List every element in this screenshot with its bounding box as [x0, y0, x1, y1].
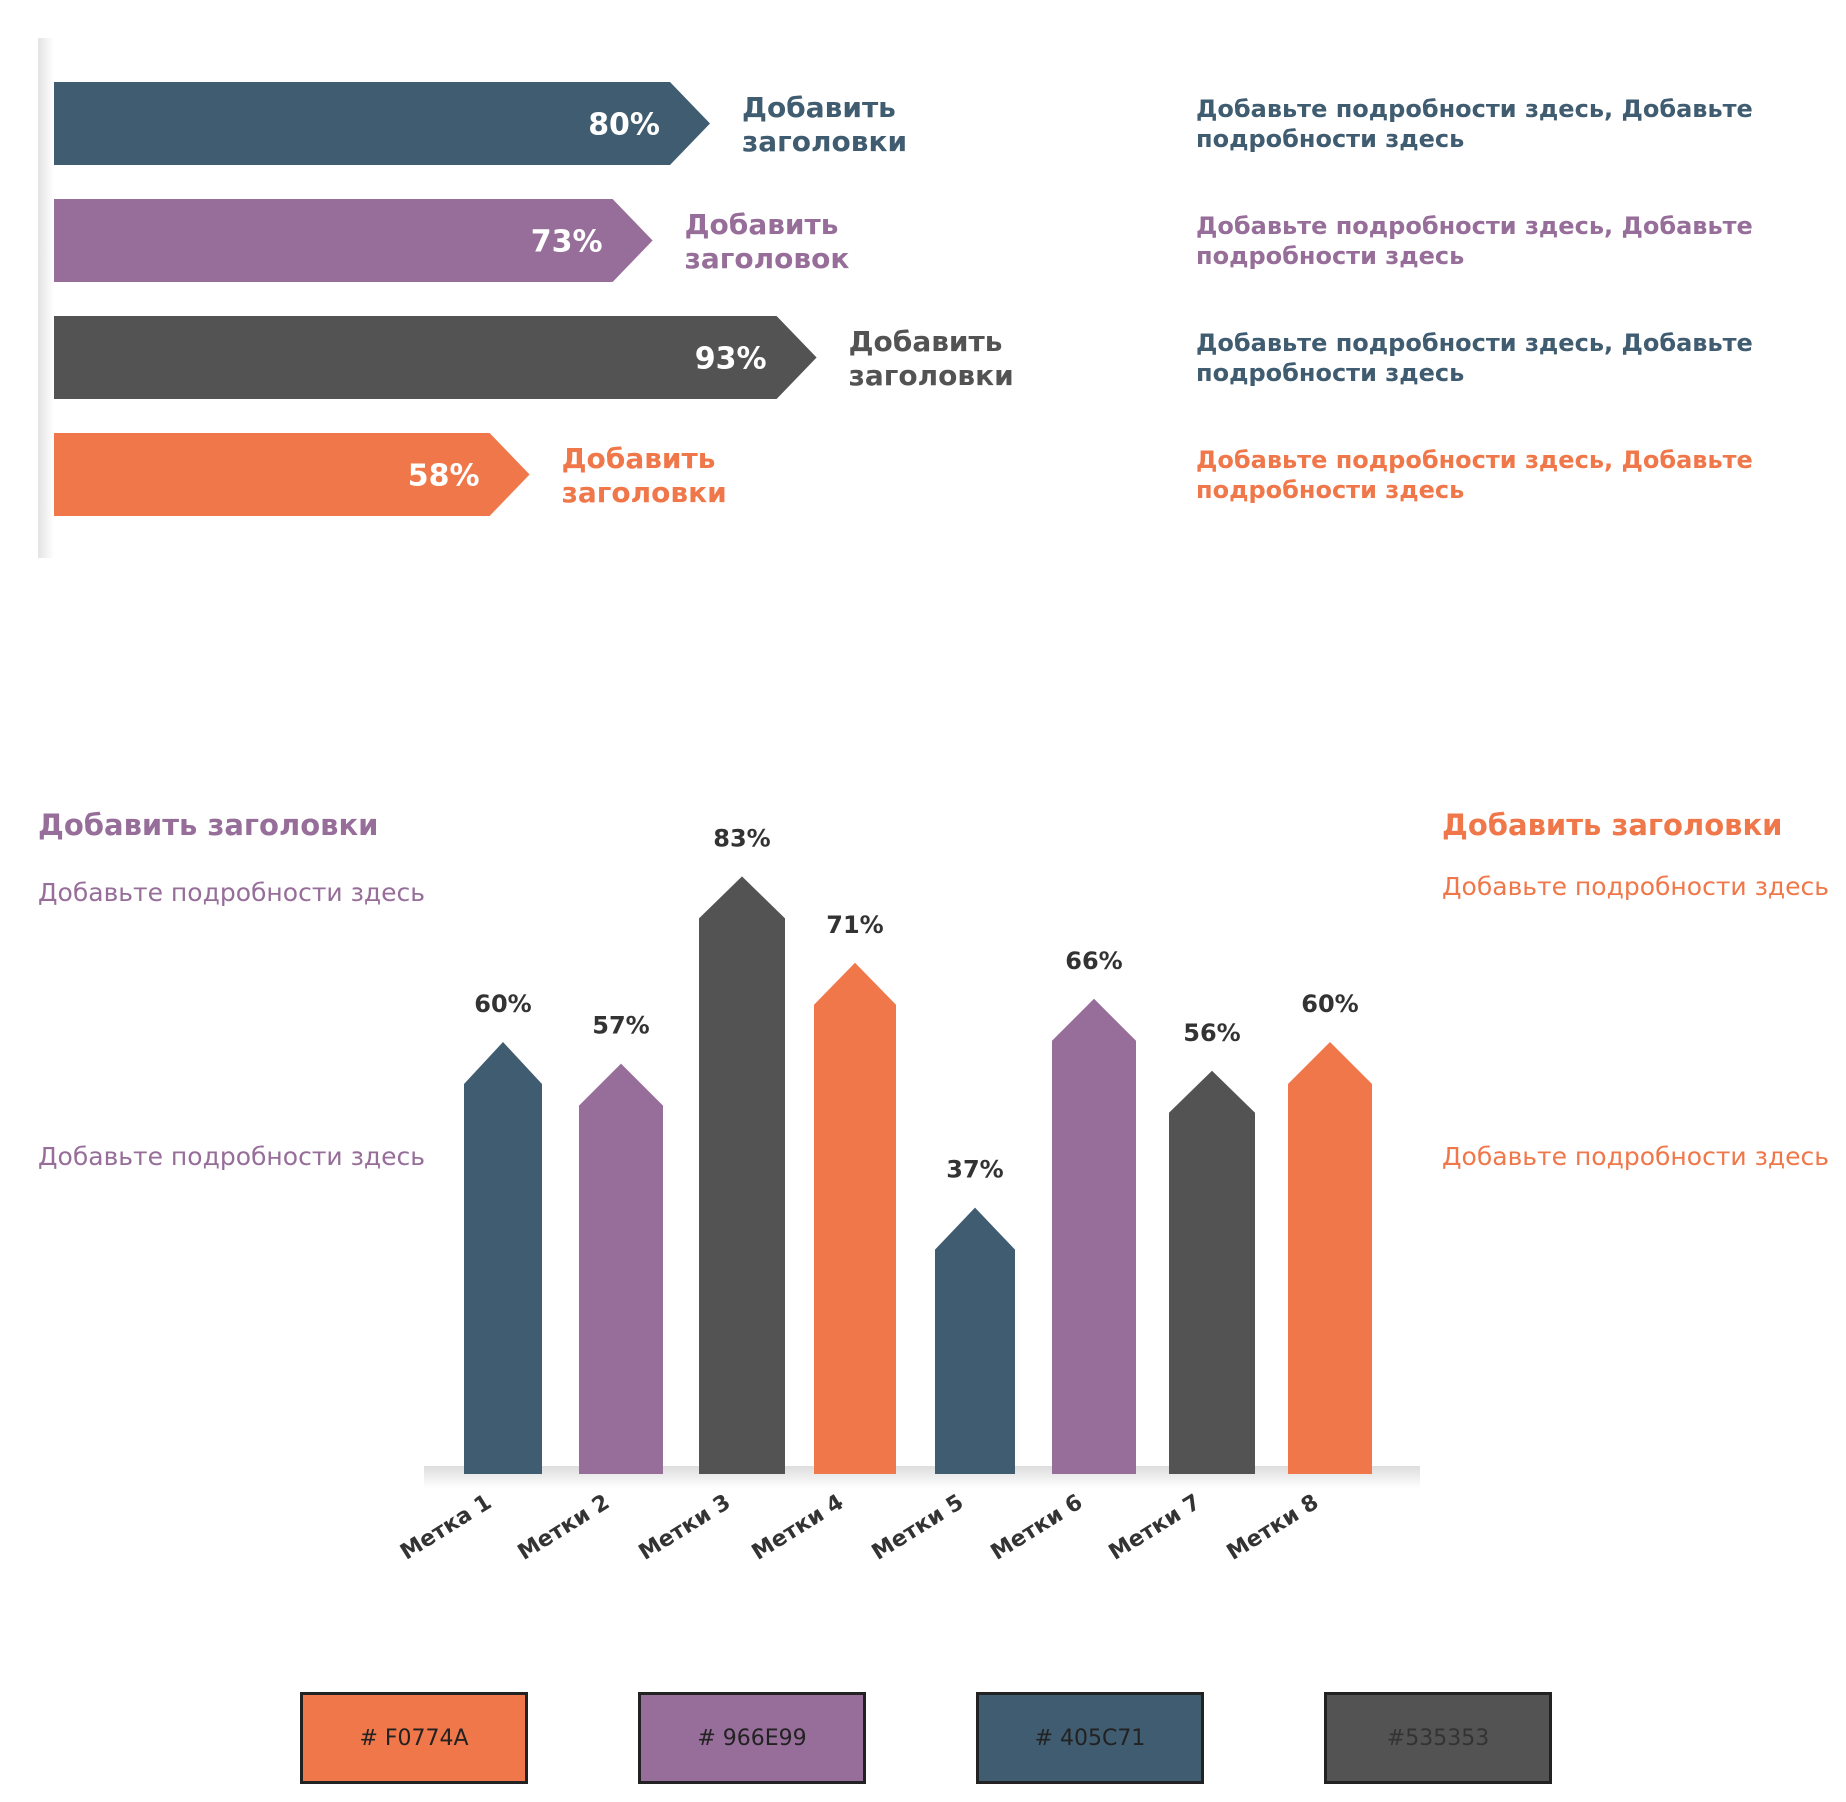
h-bar: [54, 433, 530, 516]
right-panel-title: Добавить заголовки: [1442, 808, 1783, 842]
h-bar: [54, 199, 653, 282]
color-swatch-slate: # 405C71: [976, 1692, 1204, 1784]
color-swatch-purple: # 966E99: [638, 1692, 866, 1784]
right-panel-detail-1: Добавьте подробности здесь: [1442, 872, 1830, 901]
h-bar-detail: Добавьте подробности здесь, Добавьте: [1196, 212, 1753, 240]
left-panel-detail-2: Добавьте подробности здесь: [38, 1142, 426, 1171]
vertical-arrow-chart: 60% Метка 1 57% Метки 2 83% Метки 3 71% Метки 4…: [396, 824, 1420, 1566]
v-bar-value-label: 66%: [1065, 947, 1122, 975]
h-bar-detail: подробности здесь: [1196, 242, 1464, 270]
h-bar-title: заголовки: [849, 359, 1014, 392]
v-bar-value-label: 60%: [474, 990, 531, 1018]
h-bar-detail: подробности здесь: [1196, 125, 1464, 153]
category-label: Метки 3: [635, 1490, 736, 1566]
category-label: Метки 5: [868, 1490, 969, 1566]
h-bar-value-label: 58%: [408, 459, 480, 494]
h-bar-detail: Добавьте подробности здесь, Добавьте: [1196, 446, 1753, 474]
category-label: Метки 2: [514, 1490, 615, 1566]
v-bar-value-label: 37%: [946, 1156, 1003, 1184]
v-bar: [1169, 1070, 1255, 1474]
baseline-shade: [424, 1466, 1420, 1488]
h-bar-title: Добавить: [742, 91, 896, 124]
axis-shade: [38, 38, 54, 558]
v-bar: [464, 1042, 542, 1474]
v-bar-value-label: 56%: [1183, 1019, 1240, 1047]
left-panel-title: Добавить заголовки: [38, 808, 379, 842]
color-swatch-gray: #535353: [1324, 1692, 1552, 1784]
v-bar: [579, 1063, 663, 1474]
category-label: Метки 8: [1223, 1490, 1324, 1566]
h-bar-title: заголовки: [562, 476, 727, 509]
h-bar-title: Добавить: [849, 325, 1003, 358]
v-bar: [814, 962, 896, 1474]
h-bar: [54, 316, 817, 399]
h-bar-detail: подробности здесь: [1196, 476, 1464, 504]
color-swatch-orange: # F0774A: [300, 1692, 528, 1784]
category-label: Метки 7: [1105, 1490, 1206, 1566]
h-bar-title: заголовок: [685, 242, 850, 275]
h-bar-detail: подробности здесь: [1196, 359, 1464, 387]
category-label: Метки 4: [748, 1490, 849, 1566]
category-label: Метки 6: [987, 1490, 1088, 1566]
left-panel-detail-1: Добавьте подробности здесь: [38, 878, 426, 907]
h-bar-title: заголовки: [742, 125, 907, 158]
v-bar: [699, 876, 785, 1474]
h-bar-value-label: 73%: [531, 225, 603, 260]
h-bar-title: Добавить: [562, 442, 716, 475]
v-bar-value-label: 83%: [713, 824, 770, 852]
v-bar: [1288, 1042, 1372, 1474]
category-label: Метка 1: [396, 1490, 496, 1565]
h-bar: [54, 82, 710, 165]
h-bar-value-label: 80%: [588, 108, 660, 143]
v-bar: [1052, 998, 1136, 1474]
h-bar-value-label: 93%: [695, 342, 767, 377]
v-bar-value-label: 57%: [592, 1012, 649, 1040]
v-bar-value-label: 60%: [1301, 990, 1358, 1018]
v-bar: [935, 1207, 1015, 1474]
v-bar-value-label: 71%: [826, 911, 883, 939]
h-bar-title: Добавить: [685, 208, 839, 241]
h-bar-detail: Добавьте подробности здесь, Добавьте: [1196, 329, 1753, 357]
h-bar-detail: Добавьте подробности здесь, Добавьте: [1196, 95, 1753, 123]
right-panel-detail-2: Добавьте подробности здесь: [1442, 1142, 1830, 1171]
